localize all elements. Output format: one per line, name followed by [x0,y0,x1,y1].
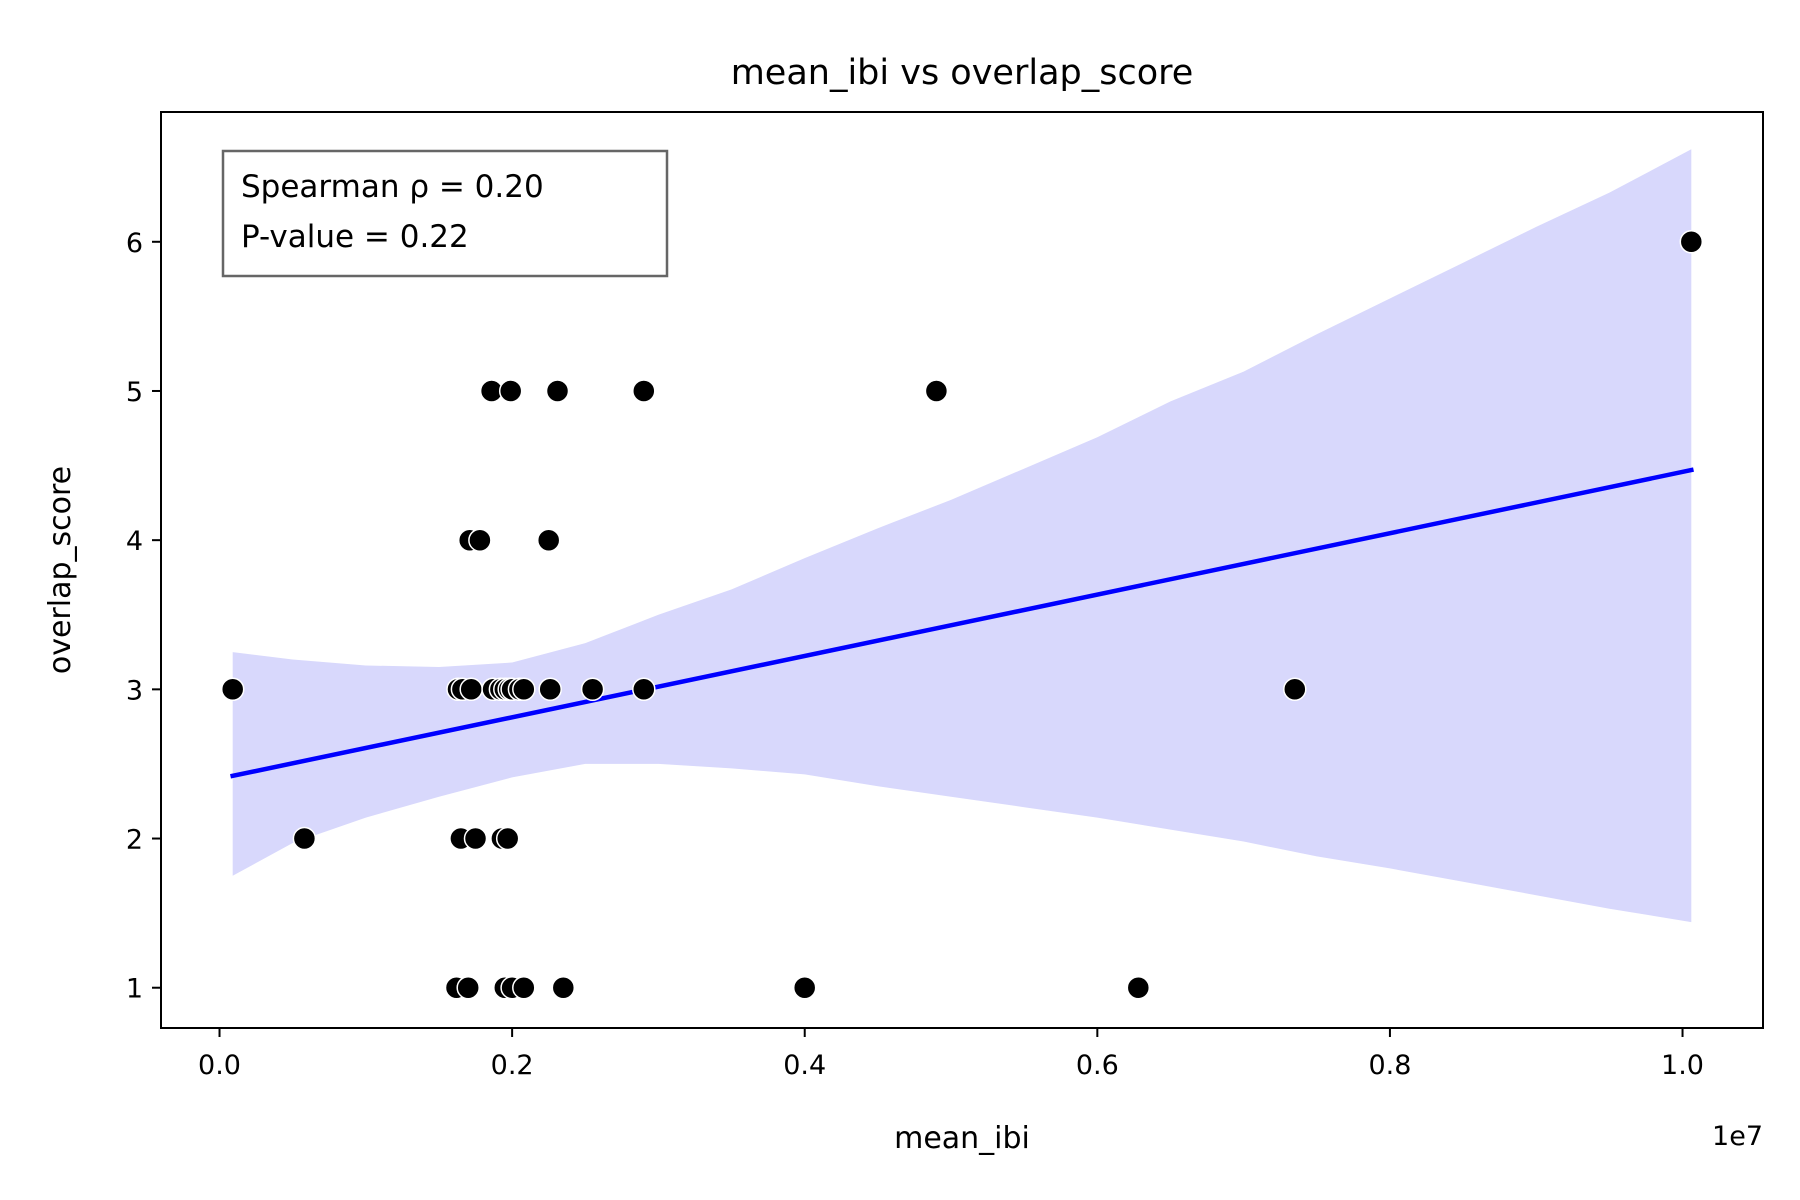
scatter-point [1679,230,1704,254]
scatter-point [536,528,561,552]
x-tick-label: 0.4 [783,1050,826,1081]
scatter-point [632,677,656,702]
scatter-point [580,677,605,702]
scatter-point [456,975,480,1000]
scatter-point [498,379,523,403]
scatter-point [538,677,562,702]
scatter-point [551,975,576,1000]
stats-annotation: Spearman ρ = 0.20 P-value = 0.22 [221,149,669,278]
x-tick-label: 0.6 [1076,1050,1119,1081]
scatter-point [292,826,317,851]
scatter-point [459,677,483,702]
regression-line-layer [230,467,1694,779]
scatter-point [632,379,656,403]
y-tick-label: 4 [126,526,143,557]
scatter-point [512,677,536,702]
scatter-point [220,677,245,702]
scatter-point [1283,677,1307,702]
x-tick-label: 0.0 [198,1050,241,1081]
regression-line [230,467,1694,779]
x-tick-label: 0.8 [1368,1050,1411,1081]
scatter-point [512,975,536,1000]
annotation-line-pvalue: P-value = 0.22 [241,219,469,255]
y-tick-label: 5 [126,377,143,408]
y-tick-label: 3 [126,675,143,706]
y-tick-label: 6 [126,228,143,259]
scatter-points-layer [220,230,1704,1000]
y-axis-ticks: 1 2 3 4 5 6 [126,228,161,1005]
x-tick-label: 1.0 [1661,1050,1704,1081]
plot-frame [160,111,1764,1029]
scatter-point [463,826,488,851]
x-tick-label: 0.2 [491,1050,534,1081]
y-tick-label: 2 [126,825,143,856]
x-axis-multiplier: 1e7 [1712,1121,1763,1152]
annotation-line-spearman: Spearman ρ = 0.20 [241,169,544,205]
x-axis-label: mean_ibi [894,1121,1030,1156]
scatter-point [792,975,817,1000]
confidence-band [232,149,1692,923]
chart-title: mean_ibi vs overlap_score [731,53,1194,93]
scatter-point [924,379,949,403]
y-axis-label: overlap_score [43,466,78,674]
scatter-point [1126,975,1151,1000]
scatter-point [495,826,520,851]
confidence-band-layer [232,149,1692,923]
x-axis-ticks: 0.0 0.2 0.4 0.6 0.8 1.0 [198,1028,1704,1081]
scatter-point [468,528,492,552]
annotation-box [221,149,669,278]
y-tick-label: 1 [126,974,143,1005]
scatter-point [545,379,570,403]
